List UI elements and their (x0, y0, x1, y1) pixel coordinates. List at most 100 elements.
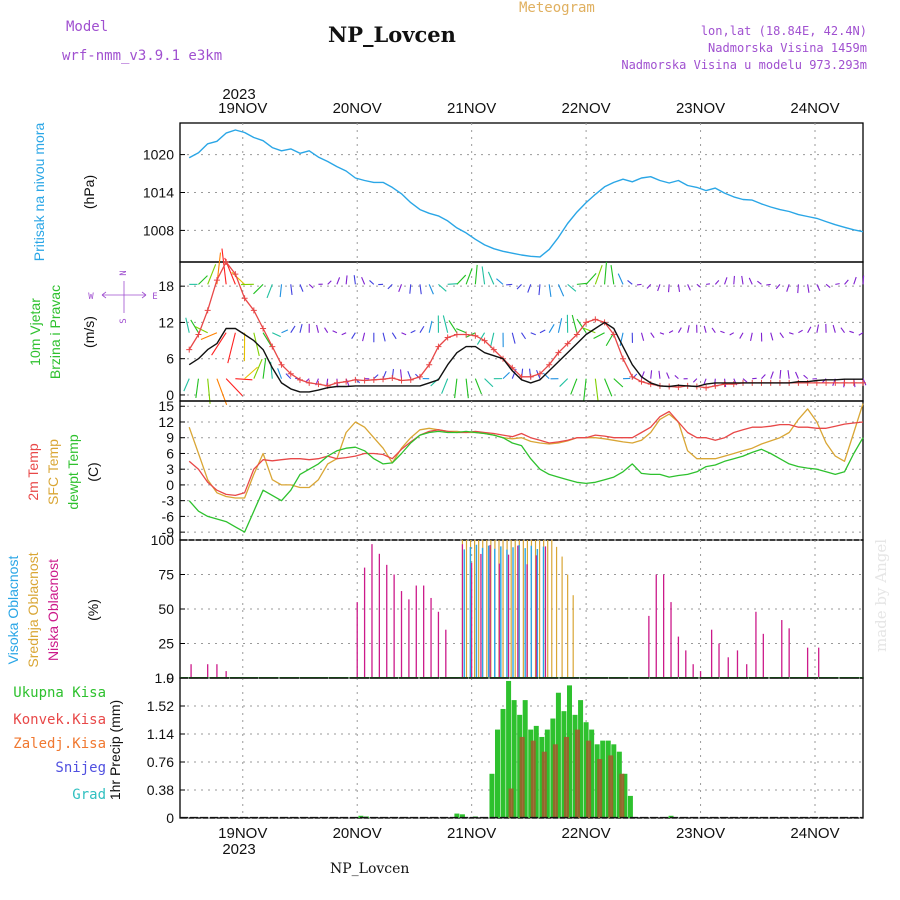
wind-gust-marker (361, 377, 368, 384)
day-label-top: 20NOV (333, 100, 382, 117)
wind-vector (487, 271, 495, 285)
day-label-top: 23NOV (676, 100, 725, 117)
wind-vector (353, 275, 356, 285)
wind-vector (825, 283, 831, 288)
year-label-bottom: 2023 (222, 841, 255, 858)
panel-frame-3 (179, 539, 864, 679)
day-label-bottom: 23NOV (676, 825, 725, 842)
page-title: NP_Lovcen (328, 22, 456, 47)
wind-vector (795, 371, 799, 379)
compass-s: S (119, 318, 129, 323)
wind-vector (853, 276, 857, 285)
wind-vector (640, 332, 645, 341)
wind-vector (687, 325, 690, 333)
wind-gust-marker (841, 379, 848, 386)
wind-unit: (m/s) (81, 316, 97, 348)
wind-gust-marker (296, 376, 303, 383)
model-label: Model (66, 19, 109, 35)
wind-vector (750, 332, 753, 341)
wind-vector (195, 326, 208, 334)
precip-total-bar (622, 773, 628, 818)
y-tick-label: 1.52 (147, 698, 174, 714)
precip-total-bar (589, 729, 595, 818)
wind-vector (290, 325, 296, 334)
compass-w: W (88, 292, 94, 302)
precip-convective-bar (619, 773, 625, 818)
wind-vector (484, 378, 494, 388)
model-elevation-text: Nadmorska Visina u modelu 973.293m (621, 58, 867, 72)
wind-vector (506, 283, 513, 286)
wind-vector (576, 282, 587, 285)
wind-gust-marker (721, 381, 728, 388)
wind-gust-marker (555, 349, 562, 356)
wind-gust-marker (306, 379, 313, 386)
wind-vector (692, 378, 698, 383)
precip-legend-1: Konvek.Kisa (13, 712, 106, 728)
wind-gust-marker (823, 379, 830, 386)
wind-vector (369, 280, 375, 285)
y-tick-label: 0 (166, 387, 174, 403)
wind-vector (576, 318, 587, 334)
wind-vector (341, 332, 347, 336)
precip-total-bar (489, 773, 495, 818)
day-label-bottom: 19NOV (218, 825, 267, 842)
dewpt-line (188, 430, 864, 533)
wind-vector (398, 284, 403, 293)
wind-vector (703, 378, 707, 385)
wind-gust-marker (712, 382, 719, 389)
wind-vector (741, 275, 744, 285)
compass-rose (101, 281, 147, 313)
wind-gust-marker (536, 370, 543, 377)
wind-vector (567, 283, 577, 292)
sfc-temp-axis-label: SFC Temp (45, 439, 61, 505)
wind-gust-marker (564, 340, 571, 347)
panel-frame-2 (179, 400, 864, 541)
day-label-top: 19NOV (218, 100, 267, 117)
y-tick-label: 12 (158, 414, 174, 430)
wind-vector (720, 330, 725, 334)
wind-vector (832, 324, 836, 333)
wind-vector (748, 277, 753, 285)
wind-vector (585, 273, 597, 285)
wind-vector (807, 326, 812, 333)
wind-vector (447, 283, 458, 285)
wind-vector (706, 283, 710, 285)
wind-vector (489, 332, 495, 348)
wind-vector (844, 279, 849, 285)
wind-vector (279, 284, 283, 298)
wind-vector (332, 330, 338, 334)
wind-vector (225, 378, 243, 397)
wind-gust-marker (407, 376, 414, 383)
wind-vector (667, 284, 670, 293)
temp-unit: (C) (85, 462, 101, 481)
wind-gust-marker (380, 376, 387, 383)
wind-gust-marker (592, 316, 599, 323)
wind-vector (650, 332, 655, 339)
day-label-bottom: 20NOV (333, 825, 382, 842)
precip-total-bar (668, 815, 674, 818)
wind-vector (399, 369, 403, 379)
wind-vector (281, 329, 289, 334)
wind-vector (474, 378, 482, 395)
wind-vector (190, 319, 199, 333)
y-tick-label: 3 (166, 461, 174, 477)
wind-vector (299, 324, 303, 333)
footer-station: NP_Lovcen (330, 861, 410, 877)
wind-vector (733, 275, 735, 285)
precip-convective-bar (508, 788, 514, 818)
precip-total-bar (506, 680, 512, 818)
wind-vector (797, 284, 799, 294)
wind-vector (336, 277, 341, 285)
wind-vector (502, 371, 510, 380)
wind-vector (714, 279, 720, 285)
y-tick-label: 1014 (143, 185, 174, 201)
precip-total-bar (555, 692, 561, 818)
wind-vector (530, 332, 536, 336)
wind-gust-marker (481, 337, 488, 344)
wind-vector (527, 284, 532, 293)
wind-vector (521, 332, 527, 340)
day-label-bottom: 24NOV (790, 825, 839, 842)
y-tick-label: -6 (162, 508, 175, 524)
wind-vector (262, 357, 267, 379)
precip-legend-4: Grad (72, 787, 106, 803)
